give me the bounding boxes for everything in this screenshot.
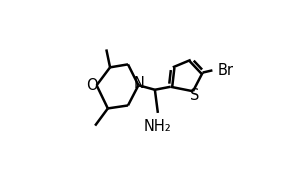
Text: S: S	[190, 88, 199, 103]
Text: O: O	[87, 78, 98, 93]
Text: Br: Br	[218, 63, 234, 78]
Text: N: N	[134, 75, 145, 91]
Text: NH₂: NH₂	[144, 119, 172, 134]
